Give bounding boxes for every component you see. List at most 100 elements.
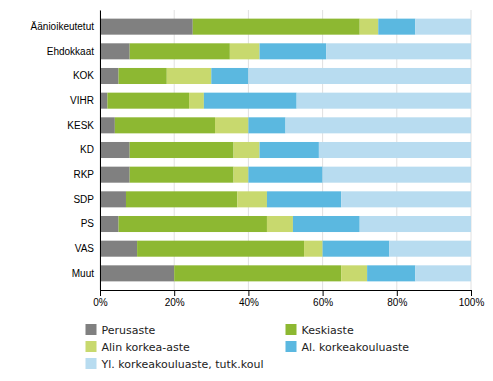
tick: 80%: [387, 290, 407, 308]
bar: [100, 68, 119, 84]
bar: [167, 68, 212, 84]
tick-mark: [100, 290, 101, 296]
bar: [341, 265, 367, 281]
legend-label: Alin korkea-aste: [102, 341, 191, 354]
legend-item: Alin korkea-aste: [86, 341, 191, 354]
bar: [415, 19, 471, 35]
tick-label: 80%: [387, 297, 407, 308]
bar: [174, 265, 341, 281]
bar: [378, 19, 415, 35]
bar: [237, 191, 267, 207]
bar: [107, 93, 189, 109]
tick-mark: [248, 290, 249, 296]
tick: Muut: [72, 268, 100, 279]
bar: [137, 241, 304, 257]
bar: [130, 167, 234, 183]
legend-swatch: [86, 358, 97, 369]
bar: [100, 43, 130, 59]
tick-label: Muut: [72, 268, 94, 279]
y-axis: Äänioikeutetut Ehdokkaat KOK VIHR KESK KD RKP S…: [31, 11, 101, 291]
bar: [297, 93, 471, 109]
tick-label: Ehdokkaat: [47, 46, 94, 57]
tick-label: 20%: [165, 297, 185, 308]
tick-label: 60%: [313, 297, 333, 308]
bar: [260, 142, 319, 158]
tick-label: KD: [80, 144, 94, 155]
bar: [304, 241, 323, 257]
tick-label: VIHR: [70, 95, 94, 106]
bar: [293, 216, 360, 232]
legend-swatch: [86, 341, 97, 352]
legend-swatch: [86, 324, 97, 335]
tick: KESK: [67, 120, 100, 131]
legend-item: Perusaste: [86, 324, 156, 337]
bar: [100, 265, 174, 281]
legend-label: Perusaste: [102, 324, 156, 337]
tick: KOK: [73, 70, 100, 81]
grid: [100, 10, 471, 290]
bar: [248, 167, 322, 183]
bar: [189, 93, 204, 109]
bar: [100, 142, 130, 158]
tick-mark: [471, 290, 472, 296]
series: [248, 19, 471, 282]
tick-label: KOK: [73, 70, 94, 81]
tick-label: 100%: [459, 297, 485, 308]
tick: PS: [81, 218, 100, 229]
tick: SDP: [73, 194, 100, 205]
bar: [100, 117, 115, 133]
bar: [211, 68, 248, 84]
bar: [126, 191, 237, 207]
bar: [100, 216, 119, 232]
bar: [319, 142, 471, 158]
legend-label: Keskiaste: [302, 324, 354, 337]
tick: 40%: [239, 290, 259, 308]
bar: [130, 142, 234, 158]
tick: 20%: [165, 290, 185, 308]
tick-mark: [174, 290, 175, 296]
tick: RKP: [73, 169, 100, 180]
tick: 60%: [313, 290, 333, 308]
bar: [234, 167, 249, 183]
bar: [248, 68, 471, 84]
bar: [193, 19, 360, 35]
legend-swatch: [286, 324, 297, 335]
tick-label: KESK: [67, 120, 94, 131]
bar: [360, 216, 471, 232]
tick-label: SDP: [73, 194, 94, 205]
tick: VAS: [75, 243, 100, 254]
bar: [100, 19, 193, 35]
bar: [119, 216, 267, 232]
legend-item: Yl. korkeakouluaste, tutk.koul: [86, 358, 264, 371]
bar: [130, 43, 230, 59]
bar: [100, 167, 130, 183]
tick: 100%: [459, 290, 485, 308]
chart: 0% 20% 40% 60% 80% 100% Äänioikeutetut Ehdokkaa…: [0, 0, 493, 381]
plot: 0% 20% 40% 60% 80% 100% Äänioikeutetut Ehdokkaa…: [31, 10, 485, 308]
legend: Perusaste Keskiaste Alin korkea-aste Al. ko…: [86, 324, 410, 371]
bar: [323, 241, 390, 257]
bar: [341, 191, 471, 207]
tick: Ehdokkaat: [47, 46, 100, 57]
bar: [360, 19, 379, 35]
legend-label: Yl. korkeakouluaste, tutk.koul: [101, 358, 264, 371]
tick: Äänioikeutetut: [31, 21, 100, 32]
tick: VIHR: [70, 95, 100, 106]
tick-label: Äänioikeutetut: [31, 21, 95, 32]
bar: [415, 265, 471, 281]
bar: [267, 216, 293, 232]
tick-label: 0%: [93, 297, 108, 308]
bars: [100, 19, 471, 282]
bar: [215, 117, 248, 133]
legend-item: Al. korkeakouluaste: [286, 341, 410, 354]
bar: [389, 241, 471, 257]
bar: [100, 241, 137, 257]
bar: [248, 117, 285, 133]
bar: [204, 93, 297, 109]
bar: [267, 191, 341, 207]
bar: [119, 68, 167, 84]
bar: [326, 43, 471, 59]
tick-label: 40%: [239, 297, 259, 308]
tick-label: RKP: [73, 169, 94, 180]
axis-line: [101, 291, 472, 297]
